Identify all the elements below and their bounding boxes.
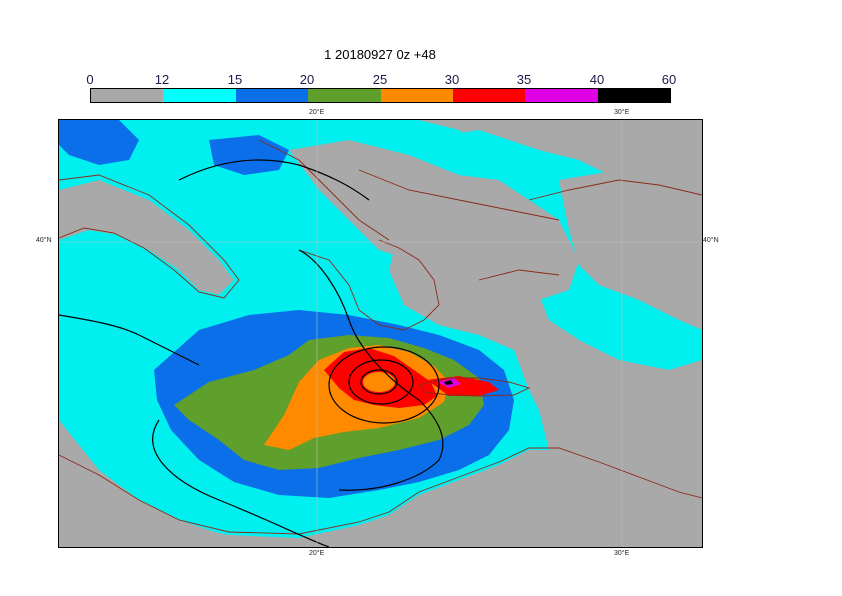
colorbar-tick-label: 30 [444,72,460,87]
coast-greece [298,239,440,331]
contour-top [178,159,370,201]
coast-africa [59,447,702,535]
coastlines [59,139,702,535]
colorbar-tick-label: 25 [372,72,388,87]
colorbar-tick-label: 35 [516,72,532,87]
contour-inner-2 [348,359,414,405]
lat-label-left-40n: 40°N [36,237,52,244]
colorbar-tick-label: 60 [661,72,677,87]
pressure-contours [59,159,444,547]
graticule [59,120,702,547]
colorbar-segment-4 [380,89,453,102]
coast-balkans [258,139,390,241]
colorbar-segment-3 [308,89,381,102]
lat-label-right-40n: 40°N [703,237,719,244]
wind-band-40-60 [444,380,453,385]
contour-inner-3 [328,346,440,424]
colorbar-labels: 0 12 15 20 25 30 35 40 60 [86,72,676,88]
colorbar-tick-label: 15 [227,72,243,87]
colorbar-segment-6 [525,89,598,102]
wind-speed-map [58,119,703,548]
lon-label-top-20e: 20°E [309,109,325,116]
coast-crete [418,377,531,397]
contour-outer-2 [152,419,330,547]
lon-label-bottom-30e: 30°E [614,550,630,557]
contour-west [59,314,200,366]
contour-inner-1 [360,369,398,395]
colorbar [90,88,671,103]
colorbar-segment-5 [452,89,526,102]
colorbar-segment-2 [235,89,309,102]
colorbar-tick-label: 0 [86,72,94,87]
land-balkans [289,140,579,300]
storm-eye [363,372,395,392]
colorbar-tick-label: 12 [154,72,170,87]
land-north-africa [59,450,702,547]
lon-label-top-30e: 30°E [614,109,630,116]
colorbar-tick-label: 40 [589,72,605,87]
lon-label-bottom-20e: 20°E [309,550,325,557]
colorbar-segment-0 [91,89,164,102]
land-anatomy [559,170,702,330]
border-lines [358,169,560,281]
coast-turkey [528,179,702,201]
map-title: 1 20180927 0z +48 [324,47,436,62]
wind-patch-north-blue [59,120,139,165]
land-italy [59,180,234,295]
colorbar-segment-7 [597,89,670,102]
contour-outer-1 [298,249,444,491]
coast-italy [59,174,240,299]
colorbar-segment-1 [163,89,236,102]
colorbar-tick-label: 20 [299,72,315,87]
